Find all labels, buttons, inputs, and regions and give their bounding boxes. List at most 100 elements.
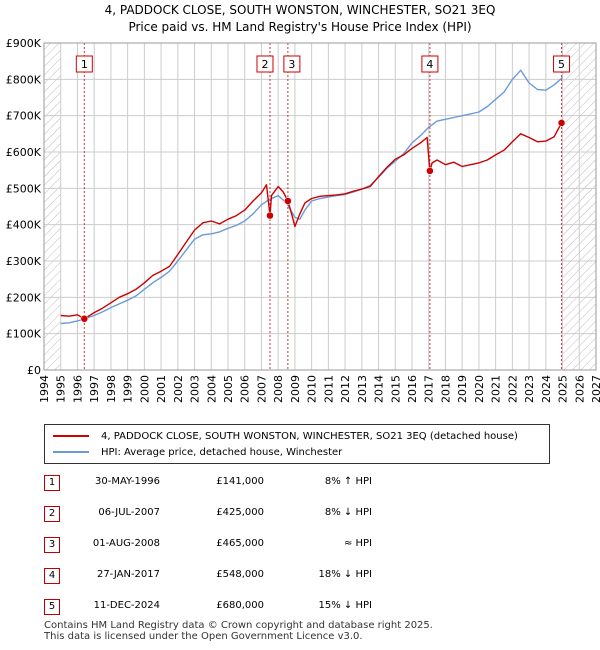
x-tick-label: 1995 [55, 375, 68, 403]
y-tick-label: £400K [6, 219, 42, 232]
legend-swatch-hpi [53, 451, 89, 453]
x-tick-label: 1998 [105, 375, 118, 403]
sale-hpi-comparison: ≈ HPI [343, 538, 372, 549]
x-tick-label: 2019 [456, 375, 469, 403]
x-tick-label: 2018 [439, 375, 452, 403]
x-tick-label: 2015 [389, 375, 402, 403]
x-tick-label: 2022 [506, 375, 519, 403]
sale-point [426, 167, 434, 175]
x-tick-label: 2023 [523, 375, 536, 403]
sale-price: £425,000 [216, 507, 264, 518]
sale-point [284, 197, 292, 205]
sale-point [557, 119, 566, 127]
table-row: 4 27-JAN-2017 £548,000 18% ↓ HPI [44, 563, 548, 594]
x-tick-label: 2002 [172, 375, 185, 403]
future-hatch-region [44, 43, 61, 370]
x-tick-label: 2011 [322, 375, 335, 403]
legend-label-property: 4, PADDOCK CLOSE, SOUTH WONSTON, WINCHES… [101, 430, 518, 442]
y-tick-label: £100K [6, 328, 42, 341]
table-row: 3 01-AUG-2008 £465,000 ≈ HPI [44, 532, 548, 563]
sale-date: 01-AUG-2008 [92, 538, 160, 549]
x-tick-label: 2005 [222, 375, 235, 403]
sale-number-badge: 2 [44, 506, 60, 522]
x-tick-label: 2025 [557, 375, 570, 403]
y-tick-label: £800K [6, 73, 42, 86]
x-tick-label: 2013 [356, 375, 369, 403]
footer-attribution: Contains HM Land Registry data © Crown c… [44, 620, 433, 642]
x-tick-label: 2008 [272, 375, 285, 403]
legend: 4, PADDOCK CLOSE, SOUTH WONSTON, WINCHES… [44, 424, 550, 464]
sale-date: 11-DEC-2024 [93, 600, 160, 611]
sale-hpi-comparison: 8% ↑ HPI [324, 476, 372, 487]
x-tick-label: 2009 [289, 375, 302, 403]
sale-price: £680,000 [216, 600, 264, 611]
sale-hpi-comparison: 15% ↓ HPI [318, 600, 372, 611]
sale-number-badge: 1 [44, 475, 60, 491]
footer-line-licence: This data is licensed under the Open Gov… [44, 631, 363, 642]
y-tick-label: £300K [6, 255, 42, 268]
x-tick-label: 2010 [306, 375, 319, 403]
legend-item-hpi: HPI: Average price, detached house, Winc… [53, 444, 342, 460]
y-tick-label: £500K [6, 182, 42, 195]
sale-number-box [75, 55, 93, 73]
sale-number-box [283, 55, 301, 73]
property-series-line [60, 119, 564, 320]
sale-date: 30-MAY-1996 [94, 476, 160, 487]
sale-hpi-comparison: 8% ↓ HPI [324, 507, 372, 518]
x-tick-label: 2012 [339, 375, 352, 403]
sale-price: £465,000 [216, 538, 264, 549]
price-chart: 1 2 3 4 5 £0 £100K £200K £300K £400K £500K £600K £7… [6, 37, 600, 403]
x-tick-label: 2017 [423, 375, 436, 403]
sale-point [80, 315, 89, 323]
sale-number-label: 4 [426, 58, 433, 71]
footer-line-copyright: Contains HM Land Registry data © Crown c… [44, 620, 433, 631]
chart-title: 4, PADDOCK CLOSE, SOUTH WONSTON, WINCHES… [104, 3, 496, 17]
x-tick-label: 2006 [239, 375, 252, 403]
x-tick-label: 2021 [490, 375, 503, 403]
sale-price: £141,000 [216, 476, 264, 487]
sale-point [266, 211, 274, 220]
sale-price: £548,000 [216, 569, 264, 580]
y-tick-label: £0 [27, 364, 41, 377]
sales-table: 1 30-MAY-1996 £141,000 8% ↑ HPI 2 06-JUL… [44, 470, 548, 625]
x-tick-label: 2024 [540, 375, 553, 403]
hpi-series-line [60, 69, 563, 325]
sale-number-box [553, 55, 571, 73]
sale-number-badge: 5 [44, 599, 60, 615]
sale-number-box [421, 55, 439, 73]
legend-item-property: 4, PADDOCK CLOSE, SOUTH WONSTON, WINCHES… [53, 428, 518, 444]
x-tick-label: 2004 [205, 375, 218, 403]
sale-hpi-comparison: 18% ↓ HPI [318, 569, 372, 580]
plot-border [43, 42, 597, 371]
x-tick-label: 2000 [138, 375, 151, 403]
x-tick-label: 1997 [88, 375, 101, 403]
sale-number-badge: 4 [44, 568, 60, 584]
x-tick-label: 2020 [473, 375, 486, 403]
x-tick-label: 2016 [406, 375, 419, 403]
sale-number-label: 3 [288, 58, 295, 71]
table-row: 1 30-MAY-1996 £141,000 8% ↑ HPI [44, 470, 548, 501]
x-tick-label: 2007 [255, 375, 268, 403]
legend-label-hpi: HPI: Average price, detached house, Winc… [101, 446, 343, 458]
y-tick-label: £700K [6, 110, 42, 123]
x-tick-label: 2003 [189, 375, 202, 403]
chart-subtitle: Price paid vs. HM Land Registry's House … [128, 20, 472, 34]
sale-number-box [256, 55, 274, 73]
y-tick-label: £900K [6, 37, 42, 50]
legend-swatch-property [53, 435, 89, 437]
y-tick-label: £200K [6, 291, 42, 304]
x-tick-label: 2001 [155, 375, 168, 403]
x-tick-label: 1999 [122, 375, 135, 403]
table-row: 2 06-JUL-2007 £425,000 8% ↓ HPI [44, 501, 548, 532]
x-tick-label: 1996 [71, 375, 84, 403]
table-row: 5 11-DEC-2024 £680,000 15% ↓ HPI [44, 594, 548, 625]
sale-number-badge: 3 [44, 537, 60, 553]
sale-date: 06-JUL-2007 [98, 507, 160, 518]
x-tick-label: 2014 [373, 375, 386, 403]
sale-number-label: 5 [558, 58, 565, 71]
x-tick-label: 2026 [573, 375, 586, 403]
sale-number-label: 1 [81, 58, 88, 71]
y-tick-label: £600K [6, 146, 42, 159]
sale-date: 27-JAN-2017 [96, 569, 160, 580]
sale-number-label: 2 [261, 58, 268, 71]
